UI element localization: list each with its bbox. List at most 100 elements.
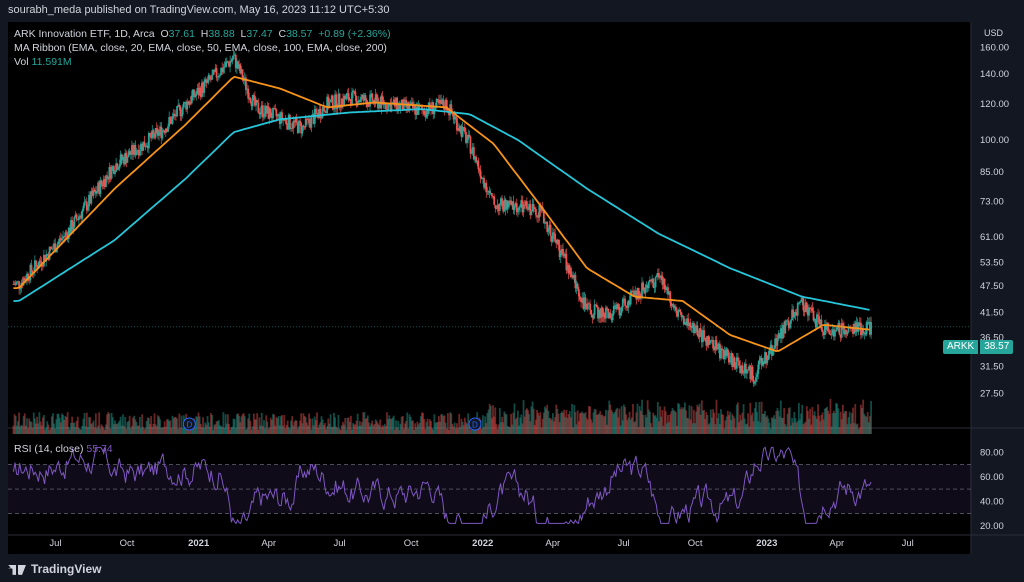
volume-bar bbox=[652, 412, 655, 434]
candle-body bbox=[489, 192, 492, 194]
volume-bar bbox=[369, 426, 371, 434]
volume-bar bbox=[205, 424, 208, 434]
tradingview-logo[interactable]: TradingView bbox=[8, 562, 101, 576]
volume-bar bbox=[671, 407, 674, 434]
volume-bar bbox=[279, 416, 282, 434]
candle-body bbox=[790, 319, 792, 324]
candle-body bbox=[410, 102, 413, 103]
volume-bar bbox=[311, 418, 314, 434]
candle-body bbox=[794, 312, 797, 315]
footer-bar: TradingView bbox=[0, 556, 1024, 582]
candle-body bbox=[177, 104, 180, 107]
candle-body bbox=[521, 200, 524, 213]
volume-bar bbox=[720, 409, 722, 434]
candle-body bbox=[302, 125, 305, 127]
volume-bar bbox=[13, 414, 16, 434]
volume-bar bbox=[339, 429, 342, 434]
candle-body bbox=[540, 207, 543, 211]
volume-bar bbox=[142, 426, 145, 434]
candle-body bbox=[116, 163, 119, 170]
candle-body bbox=[570, 267, 572, 277]
volume-bar bbox=[776, 408, 779, 434]
volume-bar bbox=[698, 403, 701, 434]
volume-bar bbox=[700, 400, 703, 434]
candle-body bbox=[395, 97, 397, 107]
candle-body bbox=[800, 300, 803, 302]
candle-body bbox=[531, 203, 534, 212]
candle-body bbox=[371, 93, 374, 103]
candle-body bbox=[528, 204, 531, 210]
candle-body bbox=[196, 87, 199, 94]
volume-bar bbox=[562, 412, 564, 434]
volume-bar bbox=[716, 418, 719, 434]
candle-body bbox=[351, 92, 353, 106]
volume-bar bbox=[730, 420, 733, 434]
volume-bar bbox=[642, 414, 645, 434]
volume-bar bbox=[89, 417, 92, 434]
candle-body bbox=[250, 102, 253, 107]
candle-body bbox=[752, 379, 755, 384]
volume-bar bbox=[377, 423, 379, 434]
volume-bar bbox=[349, 415, 352, 434]
candle-body bbox=[12, 283, 15, 285]
volume-bar bbox=[321, 419, 324, 434]
volume-bar bbox=[764, 410, 766, 434]
candle-body bbox=[114, 171, 116, 174]
candle-body bbox=[785, 320, 788, 322]
volume-bar bbox=[629, 419, 632, 434]
volume-bar bbox=[436, 421, 439, 434]
volume-bar bbox=[175, 417, 177, 434]
candle-body bbox=[741, 365, 744, 374]
candle-body bbox=[467, 134, 470, 140]
volume-bar bbox=[702, 410, 704, 434]
volume-bar bbox=[109, 428, 112, 434]
candle-body bbox=[691, 323, 694, 328]
volume-bar bbox=[353, 424, 356, 434]
volume-bar bbox=[127, 421, 130, 434]
volume-bar bbox=[810, 424, 813, 434]
candle-body bbox=[90, 191, 93, 204]
candle-body bbox=[478, 169, 481, 171]
candle-body bbox=[202, 82, 204, 93]
volume-bar bbox=[248, 413, 251, 434]
candle-body bbox=[814, 319, 817, 328]
candle-body bbox=[344, 95, 347, 100]
candle-body bbox=[532, 203, 535, 208]
volume-bar bbox=[506, 426, 509, 434]
rsi-tick-label: 60.00 bbox=[980, 472, 1004, 483]
volume-bar bbox=[777, 410, 780, 434]
volume-bar bbox=[606, 424, 608, 434]
candle-body bbox=[187, 101, 190, 105]
volume-bar bbox=[406, 412, 409, 434]
candle-body bbox=[866, 322, 869, 324]
candle-body bbox=[346, 93, 349, 96]
candle-body bbox=[447, 110, 449, 112]
candle-body bbox=[597, 307, 599, 319]
chart-svg[interactable]: USD160.00140.00120.00100.0085.0073.0061.… bbox=[8, 22, 1024, 554]
plot-area[interactable]: USD 160.00 140.00 120.00 100.00 85.00 73.00 61.… bbox=[8, 22, 1024, 554]
volume-bar bbox=[549, 417, 552, 434]
candle-body bbox=[324, 110, 326, 112]
volume-bar bbox=[866, 412, 869, 434]
volume-bar bbox=[57, 413, 60, 434]
volume-bar bbox=[348, 422, 351, 434]
volume-bar bbox=[356, 413, 359, 434]
candle-body bbox=[123, 157, 125, 165]
candle-body bbox=[751, 366, 754, 380]
candle-body bbox=[582, 297, 585, 309]
candle-body bbox=[456, 118, 458, 131]
candle-body bbox=[307, 118, 309, 120]
volume-bar bbox=[575, 424, 578, 434]
candle-body bbox=[746, 369, 748, 374]
volume-bar bbox=[408, 414, 411, 434]
candle-body bbox=[308, 118, 311, 123]
volume-bar bbox=[487, 409, 490, 434]
candle-body bbox=[458, 128, 461, 132]
candle-body bbox=[436, 99, 439, 101]
volume-bar bbox=[668, 422, 670, 434]
candle-body bbox=[282, 119, 285, 121]
candle-body bbox=[407, 102, 410, 110]
candle-body bbox=[554, 233, 557, 242]
volume-bar bbox=[203, 427, 206, 434]
volume-bar bbox=[216, 421, 219, 434]
